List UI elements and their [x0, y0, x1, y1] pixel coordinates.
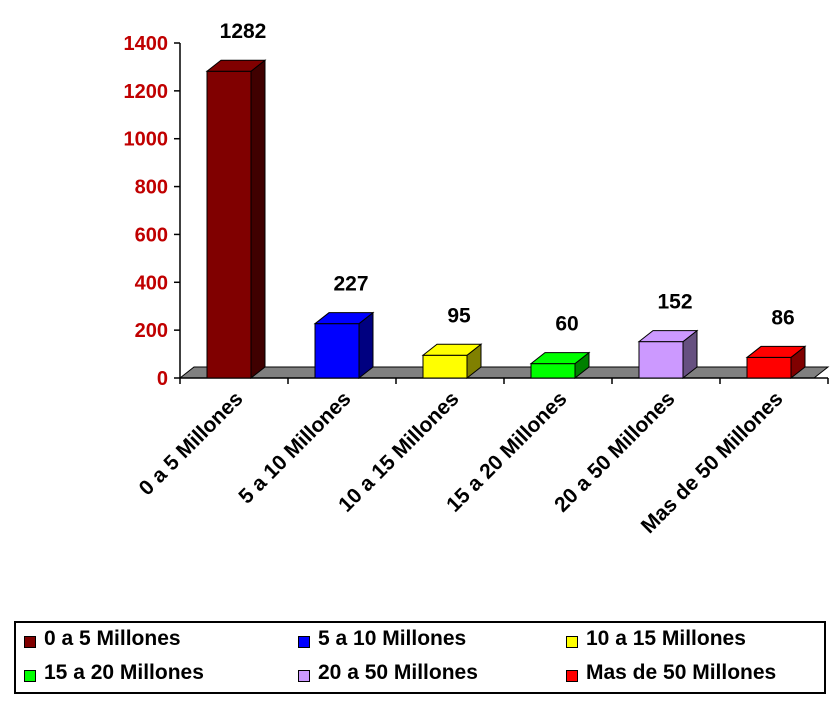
- bar: [529, 351, 591, 380]
- bar-front: [638, 341, 684, 379]
- bars: [205, 59, 807, 380]
- bar: [421, 343, 483, 380]
- y-tick-label: 800: [135, 177, 168, 199]
- legend-label: 0 a 5 Millones: [44, 627, 181, 650]
- legend-item: 0 a 5 Millones: [24, 627, 181, 651]
- legend-item: 10 a 15 Millones: [566, 627, 746, 651]
- legend-label: 20 a 50 Millones: [318, 661, 478, 684]
- legend-label: Mas de 50 Millones: [586, 661, 777, 684]
- bar: [313, 311, 375, 380]
- bar-top: [313, 312, 375, 325]
- y-tick-label: 1000: [124, 129, 169, 151]
- axes: 0 200 400 600 800 1000 1200 1400: [124, 33, 829, 390]
- legend-item: 5 a 10 Millones: [298, 627, 466, 651]
- floor-plane: [178, 366, 830, 379]
- y-tick-label: 400: [135, 272, 168, 294]
- bar-front: [314, 323, 360, 379]
- legend-item: 15 a 20 Millones: [24, 661, 204, 685]
- y-tick-label: 200: [135, 320, 168, 342]
- legend-item: Mas de 50 Millones: [566, 661, 776, 685]
- bar-front: [746, 356, 792, 379]
- legend-label: 15 a 20 Millones: [44, 661, 204, 684]
- data-label: 152: [657, 291, 692, 314]
- bar-top: [529, 352, 591, 365]
- y-tick-label: 1200: [124, 81, 169, 103]
- bar-front: [530, 363, 576, 379]
- legend-swatch: [24, 636, 36, 648]
- legend: 0 a 5 Millones 5 a 10 Millones 10 a 15 M…: [14, 621, 826, 694]
- data-label: 60: [555, 313, 578, 336]
- data-label: 1282: [220, 20, 267, 43]
- bar: [745, 345, 807, 380]
- legend-label: 10 a 15 Millones: [586, 627, 746, 650]
- legend-swatch: [24, 670, 36, 682]
- bar-front: [206, 70, 252, 379]
- data-labels: 1282 227 95 60 152 86: [220, 20, 795, 335]
- bar-chart: 0 200 400 600 800 1000 1200 1400 1282 227 95 60 152…: [124, 20, 830, 538]
- data-label: 227: [333, 273, 368, 296]
- bar-side: [250, 59, 266, 380]
- data-label: 95: [447, 304, 471, 327]
- legend-swatch: [298, 670, 310, 682]
- bar-top: [637, 330, 699, 343]
- legend-swatch: [566, 670, 578, 682]
- bar: [205, 59, 267, 380]
- bar-front: [422, 354, 468, 379]
- y-tick-label: 0: [157, 368, 168, 390]
- y-tick-label: 600: [135, 224, 168, 246]
- legend-swatch: [566, 636, 578, 648]
- bar: [637, 329, 699, 380]
- bar-top: [421, 343, 483, 356]
- x-tick-label: 0 a 5 Millones: [135, 387, 248, 500]
- x-tick-label: 5 a 10 Millones: [234, 387, 355, 508]
- data-label: 86: [771, 306, 794, 329]
- y-tick-label: 1400: [124, 33, 169, 55]
- bar-top: [745, 345, 807, 358]
- legend-item: 20 a 50 Millones: [298, 661, 478, 685]
- bar-top: [205, 59, 267, 72]
- chart-floor: [178, 366, 830, 379]
- legend-swatch: [298, 636, 310, 648]
- legend-label: 5 a 10 Millones: [318, 627, 467, 650]
